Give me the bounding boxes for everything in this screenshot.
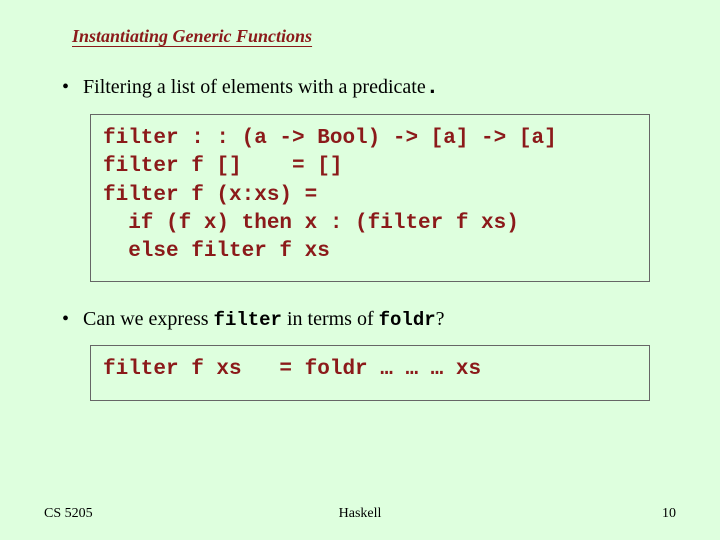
- bullet-2: • Can we express filter in terms of fold…: [62, 308, 670, 331]
- footer-right: 10: [662, 506, 676, 522]
- inline-code-foldr: foldr: [379, 309, 436, 331]
- bullet-2-text: Can we express filter in terms of foldr?: [83, 308, 445, 331]
- bullet-1-text: Filtering a list of elements with a pred…: [83, 75, 439, 100]
- footer-left: CS 5205: [44, 506, 93, 522]
- code-1: filter : : (a -> Bool) -> [a] -> [a] fil…: [103, 125, 637, 267]
- bullet-marker: •: [62, 77, 69, 97]
- bullet-1: • Filtering a list of elements with a pr…: [62, 75, 670, 100]
- bullet-1-trailing: .: [426, 75, 439, 100]
- bullet-2-after: ?: [436, 308, 445, 330]
- codebox-1: filter : : (a -> Bool) -> [a] -> [a] fil…: [90, 114, 650, 282]
- bullet-2-mid: in terms of: [282, 308, 379, 330]
- codebox-2: filter f xs = foldr … … … xs: [90, 345, 650, 401]
- inline-code-filter: filter: [214, 309, 282, 331]
- bullet-2-before: Can we express: [83, 308, 214, 330]
- slide-title: Instantiating Generic Functions: [72, 26, 670, 47]
- footer-center: Haskell: [339, 506, 382, 522]
- code-2: filter f xs = foldr … … … xs: [103, 356, 637, 384]
- footer: CS 5205 Haskell 10: [0, 506, 720, 522]
- bullet-marker: •: [62, 309, 69, 329]
- bullet-1-before: Filtering a list of elements with a pred…: [83, 76, 426, 98]
